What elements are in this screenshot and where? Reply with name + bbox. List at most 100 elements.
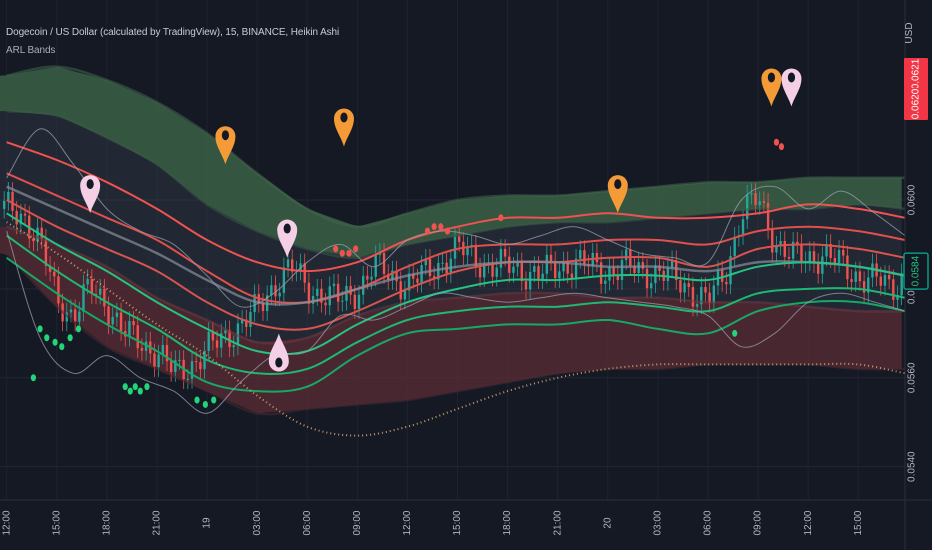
indicator-title[interactable]: ARL Bands bbox=[6, 45, 56, 56]
candle-body bbox=[115, 312, 119, 317]
candle-body bbox=[570, 273, 574, 279]
candle-body bbox=[82, 284, 85, 312]
marker-pin-3 bbox=[781, 68, 802, 107]
candle-body bbox=[174, 360, 177, 372]
signal-dot bbox=[44, 334, 50, 342]
candle-body bbox=[687, 283, 690, 288]
candle-body bbox=[57, 276, 60, 304]
candle-body bbox=[44, 238, 48, 266]
candle-body bbox=[816, 263, 820, 274]
candle-body bbox=[98, 288, 102, 295]
marker-hole bbox=[283, 223, 291, 234]
candle-body bbox=[307, 282, 311, 304]
candle-body bbox=[808, 251, 812, 262]
candle-body bbox=[725, 281, 728, 285]
candle-body bbox=[261, 302, 265, 312]
series-red-band-2 bbox=[6, 172, 906, 304]
time-tick-label: 20 bbox=[602, 517, 613, 529]
candle-body bbox=[286, 259, 290, 268]
price-tag-label: 0.0584 bbox=[911, 255, 922, 286]
candle-body bbox=[94, 294, 98, 296]
symbol-title[interactable]: Dogecoin / US Dollar (calculated by Trad… bbox=[6, 27, 340, 38]
candle-body bbox=[437, 262, 440, 280]
candle-body bbox=[220, 333, 223, 348]
marker-hole bbox=[767, 72, 776, 83]
candle-body bbox=[48, 265, 52, 272]
candle-body bbox=[416, 278, 419, 283]
price-tick-label: 0.0600 bbox=[907, 184, 918, 215]
candle-body bbox=[503, 248, 507, 257]
candle-body bbox=[311, 295, 315, 304]
candle-body bbox=[324, 302, 327, 306]
candle-body bbox=[758, 201, 761, 205]
candle-body bbox=[291, 259, 294, 272]
candle-body bbox=[107, 306, 110, 325]
candle-body bbox=[608, 267, 611, 281]
candle-body bbox=[658, 265, 661, 271]
time-tick-label: 12:00 bbox=[803, 510, 814, 535]
candle-body bbox=[746, 194, 749, 220]
candle-body bbox=[750, 193, 753, 195]
price-tag-0: 0.0621 bbox=[904, 58, 928, 90]
signal-dot bbox=[773, 138, 780, 146]
series-grey-band-upper bbox=[6, 185, 906, 306]
candle-body bbox=[712, 285, 716, 304]
candle-body bbox=[249, 312, 252, 327]
time-tick-label: 06:00 bbox=[703, 510, 714, 535]
candle-body bbox=[787, 256, 791, 259]
signal-dot bbox=[59, 343, 65, 351]
signal-dot bbox=[127, 387, 133, 395]
signal-dot bbox=[132, 383, 138, 391]
candle-body bbox=[36, 227, 39, 242]
candle-body bbox=[399, 281, 402, 300]
candle-body bbox=[879, 276, 882, 286]
candle-body bbox=[796, 241, 799, 245]
candle-body bbox=[23, 213, 27, 216]
candle-body bbox=[516, 262, 519, 267]
signal-dots bbox=[30, 138, 785, 408]
candles bbox=[2, 182, 903, 390]
candle-body bbox=[741, 219, 745, 236]
series-green-band-1 bbox=[6, 212, 906, 356]
candle-body bbox=[178, 359, 181, 361]
candle-body bbox=[599, 262, 603, 284]
candle-body bbox=[128, 321, 131, 337]
candle-body bbox=[353, 294, 357, 309]
price-tag-label: 0.0620 bbox=[911, 88, 922, 119]
candle-body bbox=[800, 244, 803, 264]
candle-body bbox=[387, 273, 390, 280]
time-tick-label: 12:00 bbox=[1, 510, 12, 535]
series-envelope-upper bbox=[6, 128, 906, 308]
candle-body bbox=[153, 353, 156, 368]
series-upper-cloud-base bbox=[6, 109, 906, 260]
candle-body bbox=[441, 262, 444, 264]
candle-body bbox=[762, 201, 766, 203]
candle-body bbox=[332, 283, 336, 287]
series-lower-cloud-top bbox=[6, 225, 906, 345]
marker-hole bbox=[787, 72, 796, 83]
time-tick-label: 15:00 bbox=[853, 510, 864, 535]
candle-body bbox=[883, 275, 887, 286]
time-tick-label: 18:00 bbox=[502, 510, 513, 535]
candle-body bbox=[754, 193, 757, 205]
candle-body bbox=[633, 266, 636, 274]
candle-body bbox=[278, 292, 281, 297]
candle-body bbox=[320, 288, 323, 303]
candle-body bbox=[53, 271, 56, 277]
signal-dot bbox=[211, 396, 217, 404]
candle-body bbox=[224, 330, 227, 334]
candle-body bbox=[666, 267, 670, 281]
candle-body bbox=[449, 258, 453, 274]
candle-body bbox=[282, 267, 286, 293]
candle-body bbox=[316, 288, 319, 296]
candle-body bbox=[729, 256, 732, 285]
candle-body bbox=[474, 244, 478, 268]
candle-body bbox=[791, 241, 795, 259]
signal-dot bbox=[498, 214, 504, 222]
candle-body bbox=[887, 275, 891, 280]
price-tag-1: 0.0620 bbox=[904, 88, 928, 120]
candle-body bbox=[892, 279, 895, 300]
candle-body bbox=[620, 260, 624, 280]
candle-body bbox=[274, 285, 277, 297]
